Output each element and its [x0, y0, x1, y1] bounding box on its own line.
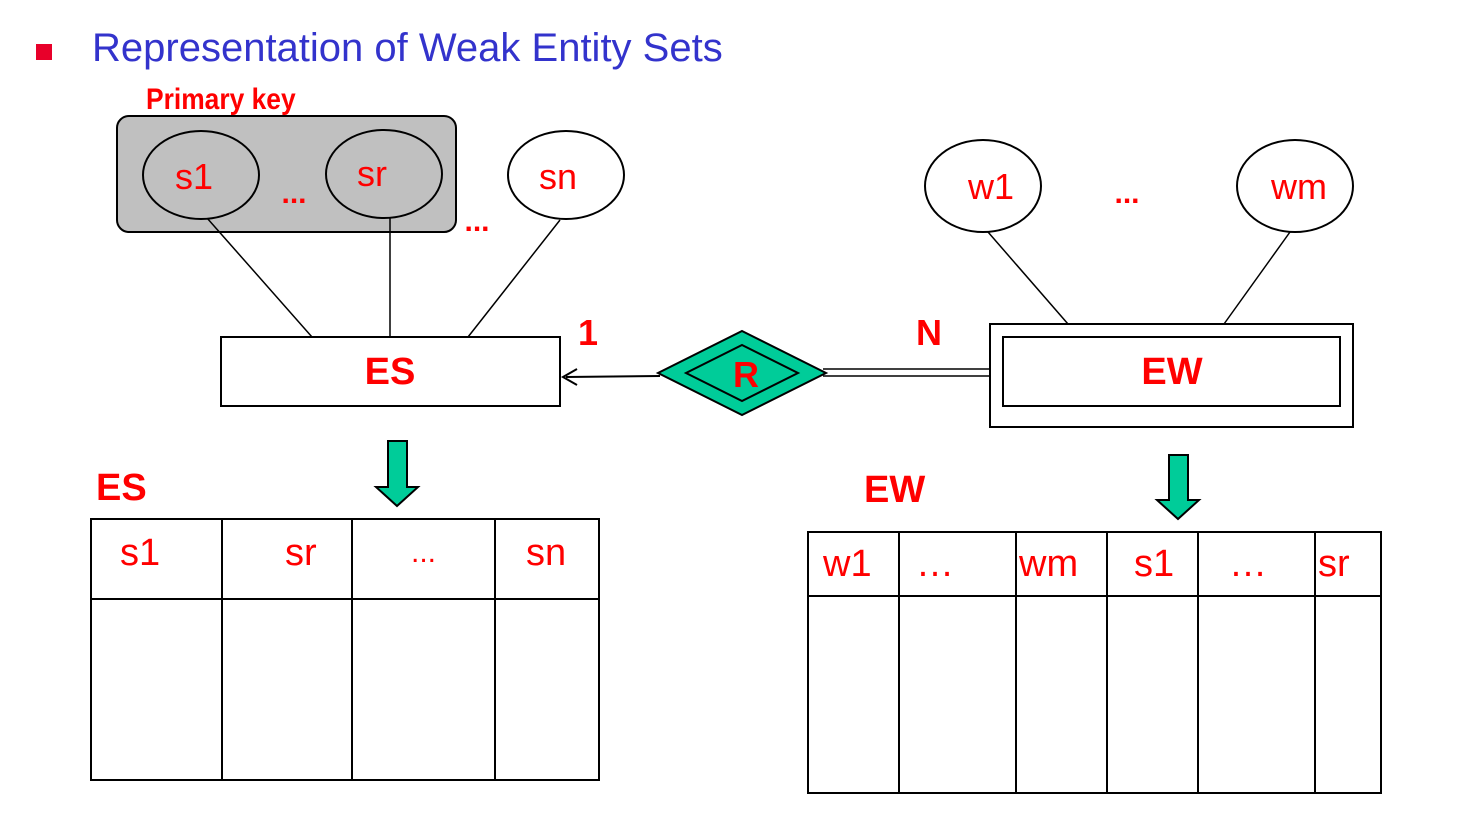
- attr-line-sn: [467, 219, 561, 338]
- table-ew-col-ellipsis-1: …: [898, 531, 1017, 597]
- table-ew-col-sr: sr: [1314, 531, 1382, 597]
- entity-es: [220, 336, 561, 407]
- table-ew: w1 … wm s1 … sr: [807, 531, 1382, 794]
- table-ew-col-ellipsis-2: …: [1197, 531, 1316, 597]
- table-ew-col-w1: w1: [807, 531, 900, 597]
- table-es-col-s1: s1: [90, 518, 223, 600]
- attr-w1: w1: [924, 139, 1042, 233]
- slide-title: Representation of Weak Entity Sets: [92, 26, 723, 70]
- bullet-square: [36, 44, 52, 60]
- primary-key-label: Primary key: [146, 81, 296, 115]
- attr-line-wm: [1223, 231, 1291, 325]
- attr-wm: wm: [1236, 139, 1354, 233]
- entity-ew-label: EW: [1141, 351, 1202, 393]
- arrow-head-es: [560, 368, 578, 386]
- cardinality-1: 1: [578, 312, 598, 353]
- table-ew-col-s1: s1: [1106, 531, 1199, 597]
- table-es-header: s1 sr ... sn: [90, 518, 600, 600]
- attr-w1-label: w1: [967, 166, 1014, 207]
- attr-line-w1: [987, 231, 1069, 325]
- table-ew-col-wm: wm: [1015, 531, 1108, 597]
- relationship-r-label: R: [733, 354, 759, 395]
- cardinality-n: N: [916, 312, 942, 353]
- entity-es-label: ES: [365, 351, 416, 393]
- attr-wm-label: wm: [1270, 166, 1327, 207]
- down-arrow-ew: [1154, 454, 1202, 521]
- attr-sn: sn: [507, 130, 625, 220]
- attr-ellipsis-w: ...: [1114, 177, 1139, 210]
- attr-sn-label: sn: [539, 156, 577, 197]
- table-es-col-sn: sn: [494, 518, 600, 600]
- rel-line-es: [565, 375, 661, 378]
- attr-s1: s1: [142, 130, 260, 220]
- table-es-col-sr: sr: [221, 518, 353, 600]
- relationship-r: R: [655, 329, 829, 417]
- attr-ellipsis-2: ...: [464, 205, 489, 238]
- entity-ew-inner: [1002, 336, 1341, 407]
- attr-line-s1: [206, 217, 313, 338]
- attr-s1-label: s1: [175, 156, 213, 197]
- table-es-title: ES: [96, 467, 147, 509]
- attr-sr: sr: [325, 129, 443, 219]
- down-arrow-es: [373, 440, 421, 508]
- table-ew-title: EW: [864, 469, 925, 511]
- table-es-col-ellipsis: ...: [351, 518, 496, 600]
- table-ew-header: w1 … wm s1 … sr: [807, 531, 1382, 597]
- attr-sr-label: sr: [357, 153, 387, 194]
- table-ew-body: [807, 595, 1382, 794]
- table-es: s1 sr ... sn: [90, 518, 600, 781]
- attr-ellipsis-1: ...: [281, 177, 306, 210]
- table-es-body: [90, 598, 600, 781]
